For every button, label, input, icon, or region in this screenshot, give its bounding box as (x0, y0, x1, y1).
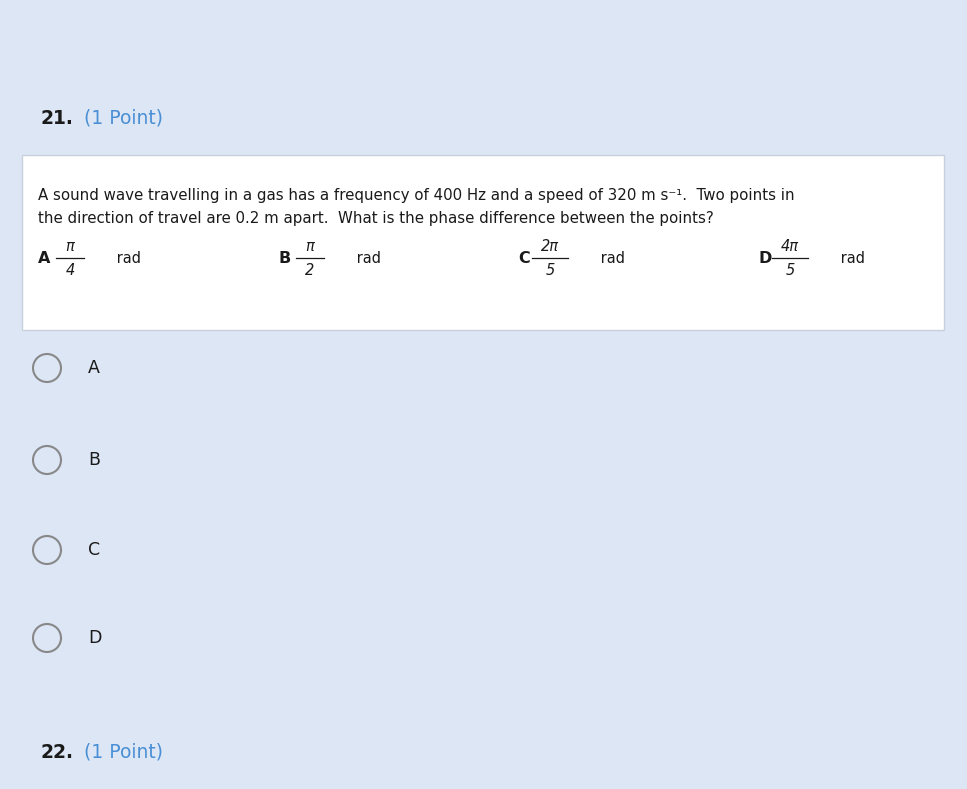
Text: rad: rad (836, 250, 865, 266)
Text: 5: 5 (785, 263, 795, 278)
Text: π: π (66, 238, 74, 253)
Text: A: A (38, 250, 50, 266)
Text: C: C (518, 250, 530, 266)
Text: (1 Point): (1 Point) (72, 109, 163, 128)
Text: B: B (278, 250, 290, 266)
Text: (1 Point): (1 Point) (72, 742, 163, 761)
Circle shape (33, 624, 61, 652)
Text: D: D (88, 629, 102, 647)
Text: the direction of travel are 0.2 m apart.  What is the phase difference between t: the direction of travel are 0.2 m apart.… (38, 211, 714, 226)
Text: A: A (88, 359, 100, 377)
Text: 21.: 21. (40, 109, 73, 128)
Text: 2: 2 (306, 263, 314, 278)
Text: D: D (758, 250, 772, 266)
Text: B: B (88, 451, 100, 469)
Text: 2π: 2π (541, 238, 559, 253)
Text: rad: rad (352, 250, 381, 266)
Text: rad: rad (596, 250, 625, 266)
Text: rad: rad (112, 250, 141, 266)
Circle shape (33, 536, 61, 564)
Text: 4π: 4π (781, 238, 799, 253)
Text: A sound wave travelling in a gas has a frequency of 400 Hz and a speed of 320 m : A sound wave travelling in a gas has a f… (38, 188, 795, 203)
Circle shape (33, 446, 61, 474)
Text: 4: 4 (66, 263, 74, 278)
Circle shape (33, 354, 61, 382)
FancyBboxPatch shape (22, 155, 944, 330)
Text: π: π (306, 238, 314, 253)
Text: C: C (88, 541, 101, 559)
Text: 22.: 22. (40, 742, 73, 761)
Text: 5: 5 (545, 263, 555, 278)
